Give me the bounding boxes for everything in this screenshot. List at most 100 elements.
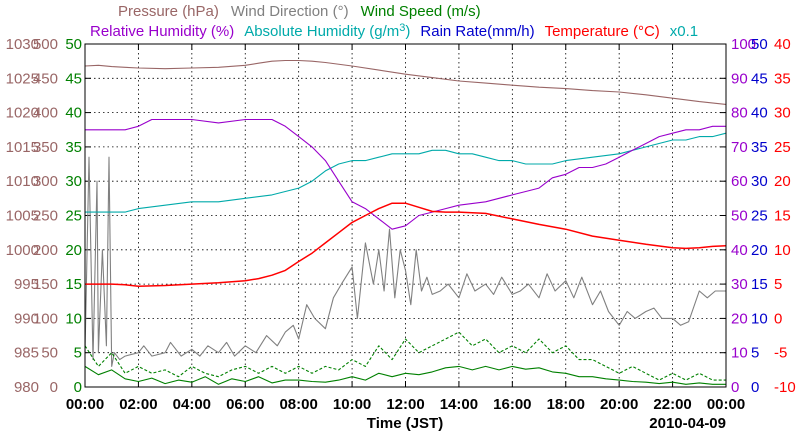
y-tick-label-wind-dir: 400 bbox=[33, 105, 58, 122]
x-axis: 00:00 02:00 04:00 06:00 08:00 10:00 12:00 14:00… bbox=[66, 44, 745, 413]
y-tick-label-temp: 0 bbox=[774, 310, 782, 327]
plot-frame bbox=[84, 43, 727, 388]
y-tick-label-rain: 40 bbox=[751, 105, 768, 122]
legend-pressure: Pressure (hPa) bbox=[118, 3, 219, 20]
legend-temp: Temperature (°C) bbox=[545, 23, 660, 40]
y-tick-label-wind-speed: 0 bbox=[74, 379, 82, 396]
y-tick-label-wind-dir: 450 bbox=[33, 70, 58, 87]
y-tick-label-pressure: 995 bbox=[14, 276, 39, 293]
x-tick-label: 18:00 bbox=[547, 396, 585, 413]
y-tick-label-wind-dir: 300 bbox=[33, 173, 58, 190]
y-tick-label-pressure: 1025 bbox=[6, 70, 39, 87]
y-tick-label-temp: 10 bbox=[774, 242, 791, 259]
y-tick-label-wind-speed: 35 bbox=[65, 139, 82, 156]
y-tick-label-pressure: 1005 bbox=[6, 208, 39, 225]
y-tick-label-rel-hum: 40 bbox=[731, 242, 748, 259]
legend-row: Pressure (hPa) Wind Direction (°) Wind Spe… bbox=[118, 3, 481, 20]
y-tick-label-wind-speed: 45 bbox=[65, 70, 82, 87]
x-tick-label: 04:00 bbox=[173, 396, 211, 413]
series-pressure bbox=[84, 59, 727, 105]
y-tick-label-wind-speed: 30 bbox=[65, 173, 82, 190]
y-tick-label-rain: 20 bbox=[751, 242, 768, 259]
y-tick-label-pressure: 1000 bbox=[6, 242, 39, 259]
y-tick-label-wind-dir: 200 bbox=[33, 242, 58, 259]
y-tick-label-pressure: 980 bbox=[14, 379, 39, 396]
legend-rain: Rain Rate(mm/h) bbox=[420, 23, 534, 40]
y-tick-label-wind-dir: 0 bbox=[50, 379, 58, 396]
legend-abs-hum: ) bbox=[405, 23, 410, 40]
legend-rel-hum: Relative Humidity (%) bbox=[90, 23, 234, 40]
y-tick-label-pressure: 1020 bbox=[6, 105, 39, 122]
x-tick-label: 02:00 bbox=[119, 396, 157, 413]
y-tick-label-rain: 35 bbox=[751, 139, 768, 156]
series-wind-gust bbox=[84, 331, 726, 381]
y-tick-label-rain: 25 bbox=[751, 208, 768, 225]
x-tick-label: 14:00 bbox=[440, 396, 478, 413]
x-tick-label: 16:00 bbox=[493, 396, 531, 413]
y-tick-label-temp: 5 bbox=[774, 276, 782, 293]
y-tick-label-pressure: 1010 bbox=[6, 173, 39, 190]
x-tick-label: 22:00 bbox=[653, 396, 691, 413]
y-tick-label-temp: 20 bbox=[774, 173, 791, 190]
y-tick-label-rel-hum: 80 bbox=[731, 105, 748, 122]
y-tick-label-temp: -10 bbox=[774, 379, 796, 396]
x-tick-label: 00:00 bbox=[66, 396, 104, 413]
y-tick-label-pressure: 990 bbox=[14, 310, 39, 327]
y-tick-label-temp: 35 bbox=[774, 70, 791, 87]
y-tick-label-wind-speed: 25 bbox=[65, 208, 82, 225]
x-tick-label: 10:00 bbox=[333, 396, 371, 413]
series-rel-hum bbox=[85, 118, 726, 230]
legend-abs-hum: 3 bbox=[399, 22, 405, 34]
x-axis-label: Time (JST) bbox=[367, 415, 443, 432]
x-tick-label: 08:00 bbox=[279, 396, 317, 413]
y-tick-label-pressure: 1015 bbox=[6, 139, 39, 156]
y-tick-label-rel-hum: 10 bbox=[731, 345, 748, 362]
y-tick-label-wind-dir: 350 bbox=[33, 139, 58, 156]
series-abs-hum bbox=[85, 132, 727, 213]
y-tick-label-wind-speed: 50 bbox=[65, 36, 82, 53]
y-tick-label-wind-speed: 40 bbox=[65, 105, 82, 122]
y-tick-label-pressure: 985 bbox=[14, 345, 39, 362]
x-tick-label: 20:00 bbox=[600, 396, 638, 413]
y-tick-label-pressure: 1030 bbox=[6, 36, 39, 53]
y-tick-label-temp: 15 bbox=[774, 208, 791, 225]
y-tick-label-rel-hum: 70 bbox=[731, 139, 748, 156]
y-tick-label-wind-dir: 150 bbox=[33, 276, 58, 293]
y-tick-label-rain: 15 bbox=[751, 276, 768, 293]
y-tick-label-wind-dir: 100 bbox=[33, 310, 58, 327]
y-tick-label-rel-hum: 90 bbox=[731, 70, 748, 87]
y-tick-label-rel-hum: 20 bbox=[731, 310, 748, 327]
date-label: 2010-04-09 bbox=[649, 415, 726, 432]
y-tick-label-rel-hum: 30 bbox=[731, 276, 748, 293]
legend-wind-speed: Wind Speed (m/s) bbox=[361, 3, 481, 20]
y-tick-label-rain: 0 bbox=[751, 379, 759, 396]
y-tick-label-rel-hum: 100 bbox=[731, 36, 756, 53]
legend-abs-hum: Absolute Humidity (g/m bbox=[244, 23, 399, 40]
series-temp bbox=[85, 202, 727, 287]
legend: Pressure (hPa) Wind Direction (°) Wind Spe… bbox=[90, 3, 698, 40]
x-tick-label: 06:00 bbox=[226, 396, 264, 413]
series-wind-speed bbox=[84, 365, 726, 385]
y-tick-label-wind-speed: 5 bbox=[74, 345, 82, 362]
y-tick-label-rain: 50 bbox=[751, 36, 768, 53]
y-tick-label-wind-speed: 20 bbox=[65, 242, 82, 259]
y-tick-label-rain: 45 bbox=[751, 70, 768, 87]
y-tick-label-temp: -5 bbox=[774, 345, 787, 362]
y-tick-label-rain: 5 bbox=[751, 345, 759, 362]
y-tick-label-wind-dir: 50 bbox=[41, 345, 58, 362]
y-tick-label-rain: 30 bbox=[751, 173, 768, 190]
x-tick-label: 12:00 bbox=[386, 396, 424, 413]
series-wind-dir bbox=[84, 156, 726, 367]
y-tick-label-wind-dir: 500 bbox=[33, 36, 58, 53]
legend-row: Relative Humidity (%) Absolute Humidity (… bbox=[90, 22, 698, 40]
y-tick-label-rel-hum: 50 bbox=[731, 208, 748, 225]
y-tick-label-rel-hum: 0 bbox=[731, 379, 739, 396]
x-tick-label: 00:00 bbox=[707, 396, 745, 413]
y-tick-label-temp: 40 bbox=[774, 36, 791, 53]
y-tick-label-wind-speed: 10 bbox=[65, 310, 82, 327]
y-tick-label-temp: 30 bbox=[774, 105, 791, 122]
y-tick-label-rain: 10 bbox=[751, 310, 768, 327]
y-axes: 9809859909951000100510101015102010251030… bbox=[6, 36, 796, 396]
plot-area bbox=[84, 59, 727, 388]
